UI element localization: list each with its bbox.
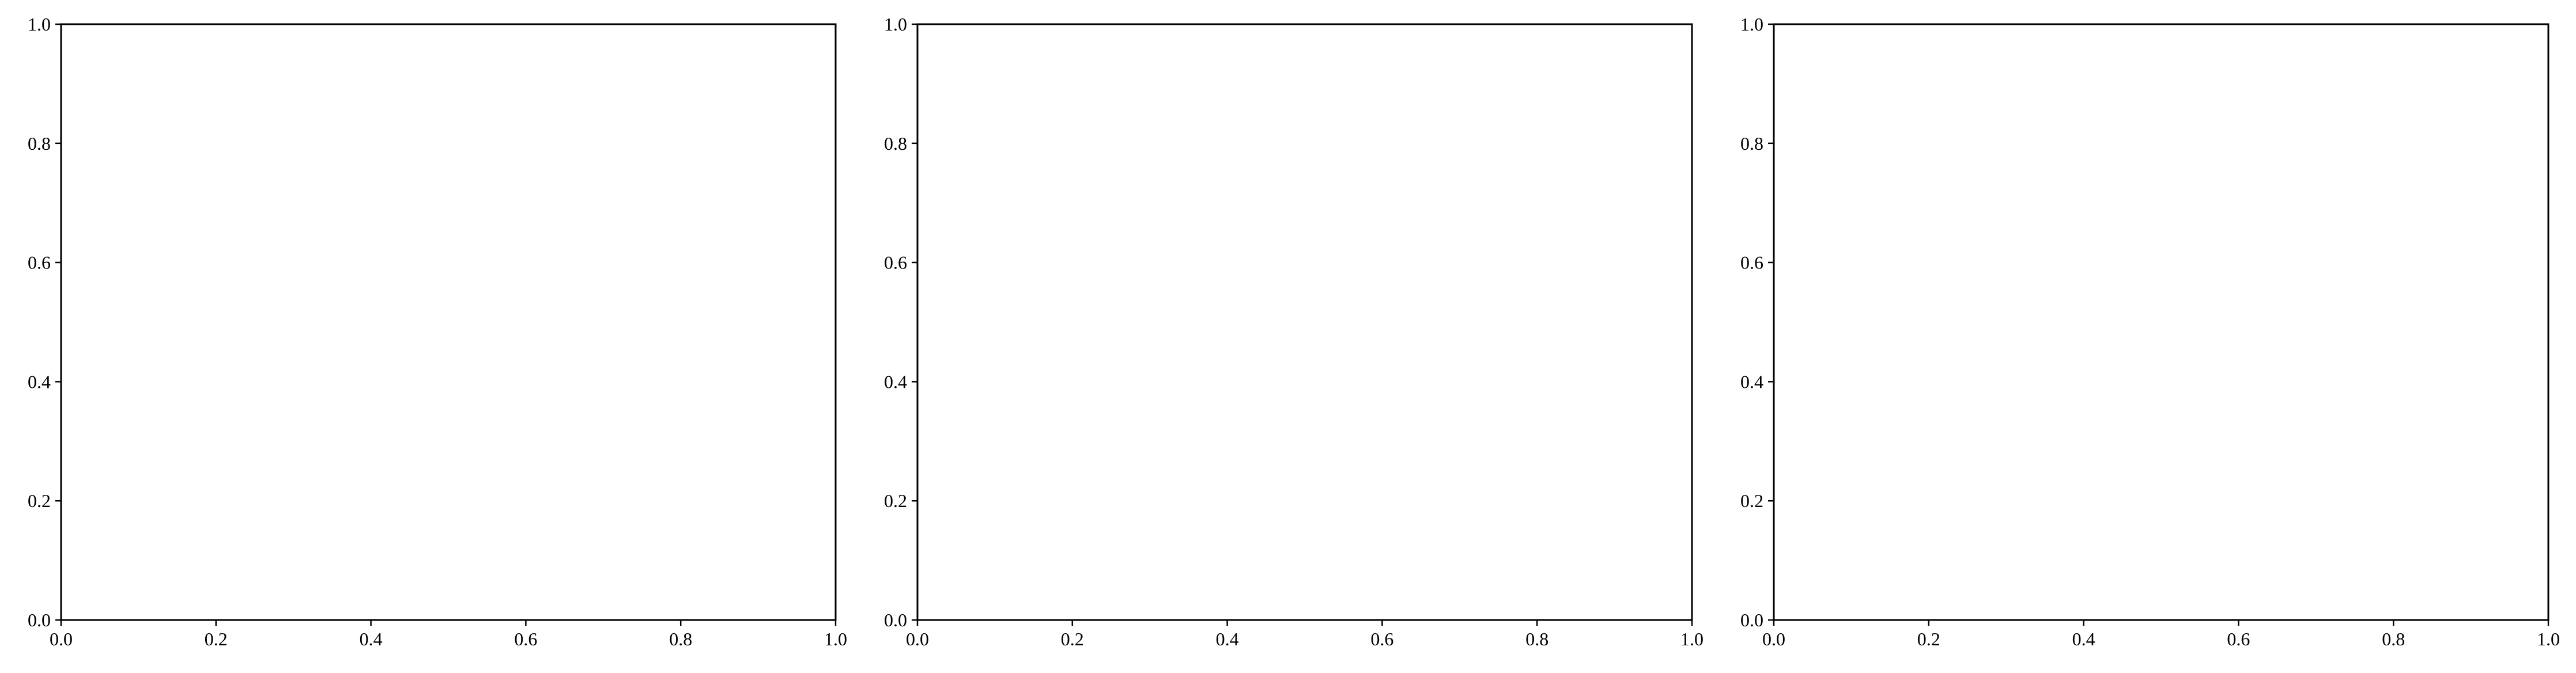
y-tick-label-2-5: 1.0 (884, 14, 907, 35)
y-tick-label-3-0: 0.0 (1740, 610, 1763, 630)
x-tick-label-2-2: 0.4 (1216, 629, 1239, 649)
y-tick-label-2-2: 0.4 (884, 371, 907, 392)
x-tick-label-3-3: 0.6 (2227, 629, 2250, 649)
x-tick-label-2-0: 0.0 (906, 629, 929, 649)
x-tick-label-3-2: 0.4 (2072, 629, 2095, 649)
x-tick-label-3-4: 0.8 (2382, 629, 2405, 649)
x-tick-label-3-1: 0.2 (1917, 629, 1940, 649)
y-tick-label-2-4: 0.8 (884, 133, 907, 154)
axes-frame-1 (60, 23, 837, 621)
x-tick-label-1-3: 0.6 (514, 629, 537, 649)
x-tick-label-3-5: 1.0 (2537, 629, 2560, 649)
y-tick-label-3-2: 0.4 (1740, 371, 1763, 392)
y-tick-label-3-5: 1.0 (1740, 14, 1763, 35)
axes-frame-2 (916, 23, 1693, 621)
x-tick-label-3-0: 0.0 (1762, 629, 1785, 649)
y-tick-label-1-0: 0.0 (28, 610, 51, 630)
y-tick-label-1-4: 0.8 (28, 133, 51, 154)
x-tick-label-1-2: 0.4 (360, 629, 383, 649)
y-tick-label-2-0: 0.0 (884, 610, 907, 630)
x-tick-label-2-5: 1.0 (1680, 629, 1704, 649)
y-tick-label-2-3: 0.6 (884, 252, 907, 273)
y-tick-label-1-1: 0.2 (28, 490, 51, 511)
chart-panel-2: 0.0 0.2 0.4 0.6 0.8 1.0 0.0 0.2 0.4 0.6 0.8 1.0 (884, 14, 1704, 649)
x-tick-label-2-3: 0.6 (1370, 629, 1393, 649)
chart-panel-3: 0.0 0.2 0.4 0.6 0.8 1.0 0.0 0.2 0.4 0.6 0.8 1.0 (1740, 14, 2560, 649)
x-tick-label-1-1: 0.2 (205, 629, 228, 649)
y-tick-label-3-4: 0.8 (1740, 133, 1763, 154)
chart-panel-1: 0.0 0.2 0.4 0.6 0.8 1.0 0.0 0.2 0.4 0.6 0.8 1.0 (28, 14, 847, 649)
x-tick-label-1-5: 1.0 (824, 629, 847, 649)
y-tick-label-2-1: 0.2 (884, 490, 907, 511)
x-tick-label-1-0: 0.0 (50, 629, 73, 649)
x-tick-label-2-4: 0.8 (1525, 629, 1548, 649)
x-tick-label-2-1: 0.2 (1061, 629, 1084, 649)
y-tick-label-1-3: 0.6 (28, 252, 51, 273)
y-tick-label-3-1: 0.2 (1740, 490, 1763, 511)
y-tick-label-1-2: 0.4 (28, 371, 51, 392)
axes-frame-3 (1773, 23, 2549, 621)
y-tick-label-3-3: 0.6 (1740, 252, 1763, 273)
x-tick-label-1-4: 0.8 (669, 629, 692, 649)
y-tick-label-1-5: 1.0 (28, 14, 51, 35)
